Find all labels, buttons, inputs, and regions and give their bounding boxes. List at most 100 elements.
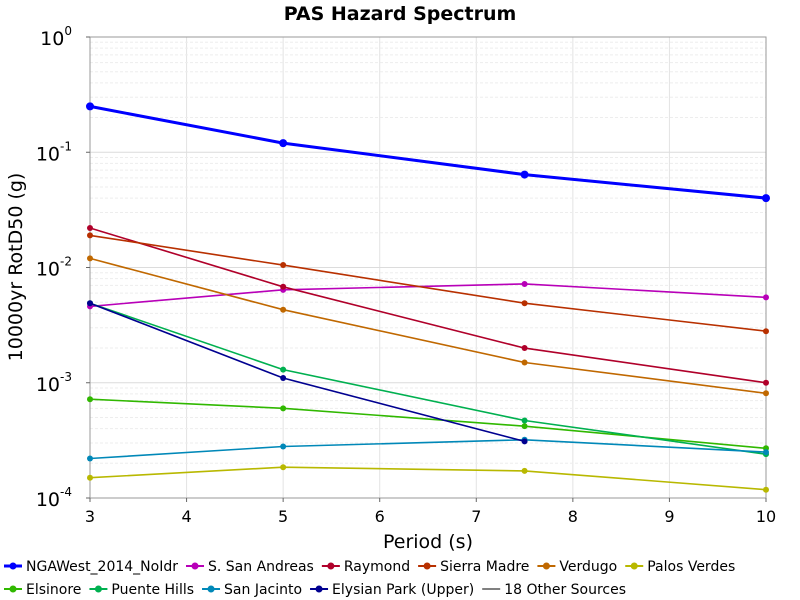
- legend-label: Raymond: [344, 559, 410, 575]
- legend-label: Verdugo: [559, 559, 617, 575]
- series-1: [87, 280, 769, 310]
- legend-marker: [315, 585, 323, 593]
- legend-item: Sierra Madre: [418, 559, 529, 575]
- legend-item: NGAWest_2014_NoIdr: [4, 559, 178, 575]
- x-tick-label: 9: [664, 507, 674, 526]
- y-tick-label: 10-4: [36, 485, 72, 511]
- x-tick-label: 5: [278, 507, 288, 526]
- grid-lines: [89, 37, 767, 499]
- series-line: [89, 227, 767, 384]
- series-8: [87, 436, 769, 462]
- data-point: [521, 300, 528, 307]
- series-0: [86, 102, 770, 203]
- series-9: [87, 300, 528, 445]
- data-point: [763, 294, 769, 301]
- series-line: [89, 438, 767, 460]
- series-2: [87, 225, 769, 386]
- legend-marker: [423, 562, 431, 570]
- data-point: [521, 423, 528, 430]
- data-point: [279, 139, 288, 148]
- legend-label: Sierra Madre: [440, 559, 529, 575]
- data-point: [280, 306, 287, 313]
- data-point: [87, 474, 93, 481]
- data-point: [520, 170, 529, 179]
- x-tick-label: 6: [375, 507, 385, 526]
- data-point: [763, 390, 769, 397]
- series-line: [89, 466, 767, 491]
- y-tick-label: 100: [40, 24, 72, 50]
- legend-item: Palos Verdes: [625, 559, 735, 575]
- legend-label: Puente Hills: [111, 582, 194, 598]
- data-point: [763, 379, 769, 386]
- data-point: [280, 262, 287, 269]
- legend-item: Raymond: [321, 559, 410, 575]
- legend-label: 18 Other Sources: [504, 582, 626, 598]
- legend-label: Elysian Park (Upper): [332, 582, 474, 598]
- data-point: [280, 443, 287, 450]
- legend-marker: [9, 562, 17, 570]
- legend-item: Elsinore: [4, 582, 81, 598]
- x-tick-label: 4: [181, 507, 191, 526]
- data-point: [87, 455, 93, 462]
- x-axis-label: Period (s): [383, 531, 473, 553]
- legend-marker: [542, 562, 550, 570]
- legend-marker: [327, 562, 335, 570]
- series-line: [89, 302, 767, 455]
- series-line: [89, 398, 767, 450]
- data-point: [521, 280, 528, 287]
- data-point: [280, 366, 287, 373]
- series-3: [87, 232, 769, 335]
- x-axis-ticks: 3 4 5 6 7 8 9 10: [85, 498, 776, 526]
- data-point: [762, 194, 770, 203]
- series-line: [89, 234, 767, 332]
- x-tick-label: 10: [756, 507, 776, 526]
- series-4: [87, 255, 769, 397]
- data-point: [521, 359, 528, 366]
- x-tick-label: 8: [568, 507, 578, 526]
- legend-label: Elsinore: [26, 582, 81, 598]
- legend-marker: [191, 562, 199, 570]
- data-point: [280, 283, 287, 290]
- legend-label: Palos Verdes: [647, 559, 735, 575]
- legend-label: NGAWest_2014_NoIdr: [26, 559, 178, 575]
- y-tick-label: 10-2: [36, 255, 72, 281]
- y-axis-ticks: 100 10-1 10-2 10-3 10-4: [36, 24, 90, 511]
- data-point: [763, 449, 769, 456]
- data-point: [87, 255, 93, 262]
- y-axis-label: 10000yr RotD50 (g): [5, 173, 27, 362]
- y-tick-label: 10-1: [36, 139, 72, 165]
- legend-label: San Jacinto: [224, 582, 302, 598]
- x-tick-label: 3: [85, 507, 95, 526]
- series-line: [89, 104, 767, 200]
- data-point: [87, 300, 93, 307]
- series-line: [89, 283, 767, 308]
- data-point: [763, 328, 769, 335]
- series-5: [87, 464, 769, 493]
- legend-label: S. San Andreas: [208, 559, 314, 575]
- data-point: [280, 464, 287, 471]
- legend-item: Puente Hills: [89, 582, 194, 598]
- legend-item: San Jacinto: [202, 582, 302, 598]
- series-line: [89, 257, 767, 395]
- legend-item: Elysian Park (Upper): [310, 582, 474, 598]
- data-point: [521, 417, 528, 424]
- legend-item: Verdugo: [537, 559, 617, 575]
- data-point: [86, 102, 94, 111]
- data-point: [87, 225, 93, 232]
- legend-item: 18 Other Sources: [482, 582, 626, 598]
- data-point: [521, 467, 528, 474]
- data-point: [521, 345, 528, 352]
- legend: NGAWest_2014_NoIdr S. San Andreas Raymond S…: [4, 559, 735, 598]
- series-layer: [86, 102, 770, 493]
- chart-title: PAS Hazard Spectrum: [284, 3, 517, 25]
- data-point: [87, 396, 93, 403]
- y-tick-label: 10-3: [36, 370, 72, 396]
- legend-marker: [94, 585, 102, 593]
- legend-marker: [630, 562, 638, 570]
- data-point: [280, 405, 287, 412]
- x-tick-label: 7: [471, 507, 481, 526]
- legend-marker: [207, 585, 215, 593]
- data-point: [763, 486, 769, 493]
- data-point: [521, 438, 528, 445]
